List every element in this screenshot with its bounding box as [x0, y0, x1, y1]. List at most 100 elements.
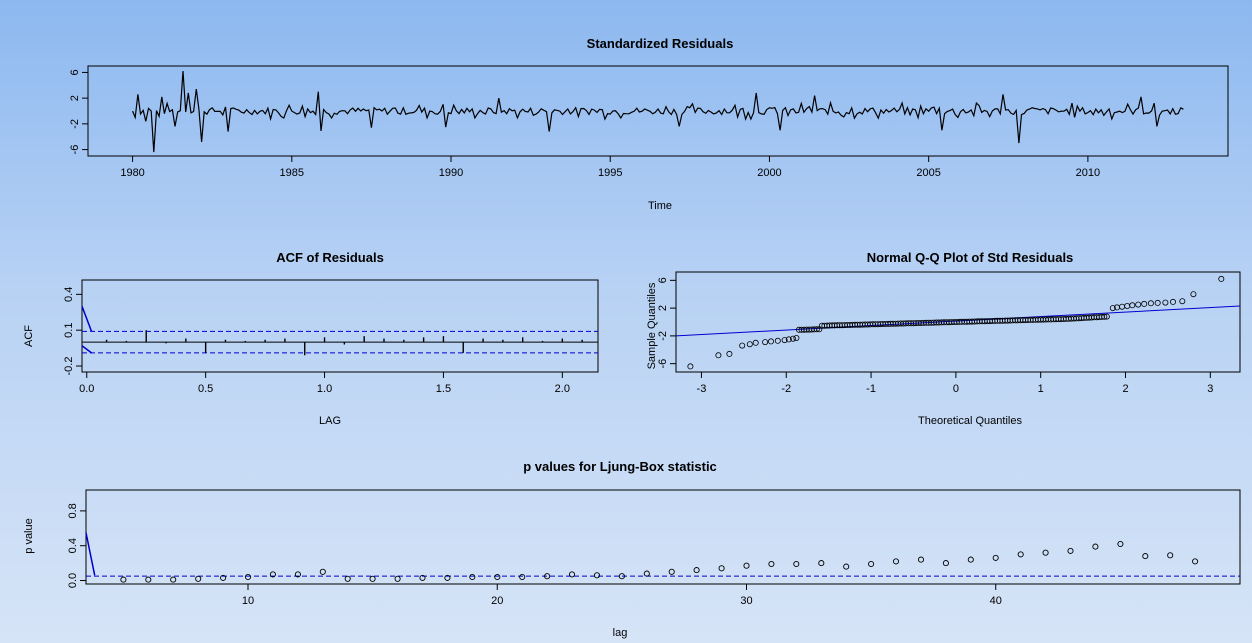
qq-ytick-label-0: -6 [657, 359, 669, 369]
qq-point-128 [762, 339, 769, 346]
resid-frame [87, 65, 1229, 157]
ljung-point-16 [519, 573, 526, 581]
ljung-point-39 [1092, 543, 1099, 550]
ljung-point-19 [593, 572, 601, 579]
qq-point-130 [774, 337, 781, 344]
ljung-point-38 [1067, 547, 1074, 554]
ljung-point-37 [1042, 549, 1049, 556]
resid-xtick-label-3: 1995 [598, 167, 622, 179]
qq-frame [675, 271, 1241, 373]
qq-point-141 [1141, 300, 1148, 307]
ljung-point-18 [568, 571, 576, 578]
qq-point-133 [790, 335, 797, 342]
ljung-point-24 [718, 565, 725, 572]
qq-point-132 [785, 336, 792, 343]
ljung-point-26 [768, 560, 775, 568]
acf-xtick-label-4: 2.0 [555, 383, 570, 395]
acf-ytick-label-2: 0.4 [63, 287, 75, 302]
resid-ytick-label-1: -2 [69, 119, 81, 129]
ljung-ylabel: p value [23, 518, 35, 553]
ljung-point-21 [643, 570, 650, 577]
qq-point-122 [687, 363, 694, 370]
ljung-start-segment [85, 532, 96, 576]
resid-ytick-label-0: -6 [69, 145, 81, 155]
resid-xtick-label-1: 1985 [280, 167, 304, 179]
qq-point-120 [1101, 313, 1108, 320]
qq-ytick-label-3: 6 [657, 277, 669, 283]
qq-point-126 [746, 341, 753, 348]
qq-point-139 [1129, 302, 1136, 309]
ljung-point-11 [394, 575, 401, 582]
acf-xtick-label-3: 1.5 [436, 383, 451, 395]
ljung-point-28 [818, 560, 825, 567]
qq-xlabel: Theoretical Quantiles [918, 415, 1022, 427]
resid-xtick-label-4: 2000 [757, 167, 781, 179]
qq-point-135 [1109, 305, 1116, 312]
acf-xtick-label-0: 0.0 [79, 383, 94, 395]
ljung-point-17 [544, 573, 551, 580]
ljung-point-10 [369, 575, 376, 582]
qq-point-147 [1190, 291, 1197, 298]
qq-point-125 [739, 342, 746, 349]
qq-point-129 [768, 338, 775, 345]
qq-point-134 [793, 334, 800, 341]
qq-point-146 [1179, 298, 1186, 305]
acf-ylabel: ACF [23, 325, 35, 347]
ljung-point-29 [843, 563, 850, 570]
qq-xtick-label-1: -2 [781, 383, 791, 395]
qq-point-145 [1170, 298, 1177, 305]
acf-xlabel: LAG [319, 415, 341, 427]
qq-point-127 [752, 339, 759, 346]
ljung-point-31 [892, 558, 900, 565]
qq-point-137 [1119, 303, 1126, 310]
resid-xlabel: Time [648, 200, 672, 212]
ljung-point-27 [793, 560, 800, 568]
ljung-point-36 [1017, 551, 1024, 558]
acf-title: ACF of Residuals [276, 250, 384, 265]
ljung-point-6 [269, 571, 276, 578]
resid-xtick-label-6: 2010 [1076, 167, 1100, 179]
ljung-xtick-label-2: 30 [740, 595, 752, 607]
qq-point-142 [1147, 300, 1154, 307]
ljung-point-30 [868, 560, 875, 568]
ljung-point-9 [344, 575, 351, 582]
acf-xtick-label-2: 1.0 [317, 383, 332, 395]
ljung-point-32 [917, 556, 925, 563]
resid-title: Standardized Residuals [587, 36, 734, 51]
qq-title: Normal Q-Q Plot of Std Residuals [867, 250, 1074, 265]
ljung-point-2 [170, 576, 177, 583]
qq-ytick-label-2: 2 [657, 305, 669, 311]
ljung-point-33 [942, 560, 949, 567]
qq-xtick-label-6: 3 [1207, 383, 1213, 395]
ljung-ytick-label-2: 0.8 [67, 503, 79, 518]
ljung-point-7 [294, 571, 301, 578]
acf-ytick-label-1: 0.1 [63, 323, 75, 338]
ljung-ytick-label-1: 0.4 [67, 538, 79, 553]
qq-xtick-label-4: 1 [1038, 383, 1044, 395]
ljung-point-3 [195, 575, 202, 582]
ljung-point-12 [419, 574, 426, 581]
qq-reference-line [675, 305, 1241, 337]
ljung-xlabel: lag [613, 627, 628, 639]
resid-ytick-label-2: 2 [69, 95, 81, 101]
ljung-point-41 [1142, 553, 1149, 560]
resid-series-line [132, 71, 1184, 153]
qq-point-121 [1103, 313, 1110, 320]
ljung-point-4 [220, 574, 227, 581]
ljung-point-14 [469, 573, 476, 581]
qq-point-124 [726, 350, 733, 357]
ljung-point-25 [743, 562, 750, 569]
ljung-point-40 [1117, 540, 1124, 548]
ljung-xtick-label-3: 40 [990, 595, 1002, 607]
acf-lag0-upper [81, 306, 93, 332]
qq-point-138 [1124, 302, 1131, 309]
ljung-xtick-label-0: 10 [242, 595, 254, 607]
acf-ytick-label-0: -0.2 [63, 357, 75, 376]
ljung-point-35 [992, 554, 999, 561]
acf-lag0-lower [81, 345, 92, 354]
ljung-point-34 [967, 556, 974, 563]
ljung-point-43 [1192, 558, 1199, 565]
acf-frame [81, 279, 599, 373]
